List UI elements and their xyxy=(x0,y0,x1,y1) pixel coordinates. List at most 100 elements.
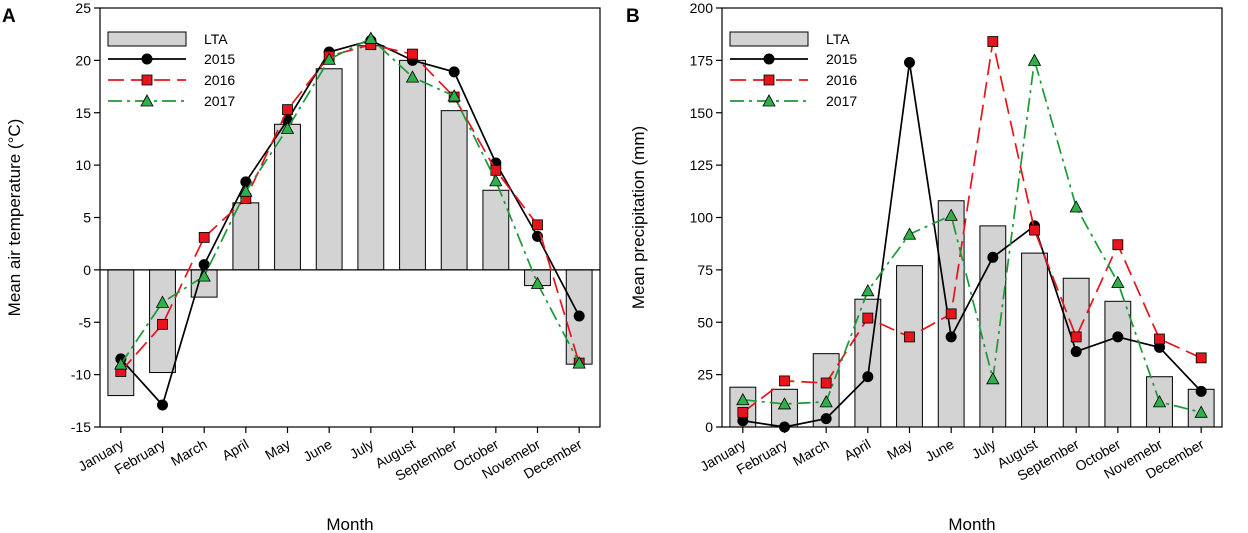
data-point-2017 xyxy=(861,283,875,297)
legend: LTA 2015 2016 2017 xyxy=(729,31,857,109)
data-point-2016 xyxy=(904,331,915,343)
data-point-2017 xyxy=(447,89,461,102)
data-point-2015 xyxy=(157,399,168,411)
y-tick-label: 5 xyxy=(83,210,91,226)
series-line-2017 xyxy=(742,60,1202,414)
x-axis-title: Month xyxy=(948,515,995,533)
x-tick-label: April xyxy=(219,436,251,464)
legend-marker-2017 xyxy=(762,94,776,107)
data-point-2016 xyxy=(1195,352,1207,364)
x-tick-label: April xyxy=(841,436,873,464)
data-point-2016 xyxy=(737,406,749,418)
data-point-2016 xyxy=(532,219,543,231)
data-point-2017 xyxy=(322,52,336,65)
series-line-2016 xyxy=(742,41,1202,414)
lta-bar xyxy=(440,110,468,271)
data-point-2017 xyxy=(489,174,503,187)
data-point-2016 xyxy=(407,48,418,60)
data-point-2017 xyxy=(944,208,958,221)
legend-marker-2016 xyxy=(141,74,153,86)
data-point-2017 xyxy=(364,31,378,44)
legend-marker-2017 xyxy=(140,94,154,107)
series-line-2015 xyxy=(742,62,1202,428)
y-tick-label: 125 xyxy=(690,157,714,173)
data-point-2017 xyxy=(197,269,211,282)
x-axis-title: Month xyxy=(326,515,373,533)
y-tick-label: 100 xyxy=(690,210,714,226)
data-point-2017 xyxy=(986,371,1000,385)
lta-bar xyxy=(232,202,260,271)
y-tick-label: 175 xyxy=(690,52,714,68)
data-point-2017 xyxy=(530,276,545,289)
data-point-2017 xyxy=(239,184,253,197)
lta-bar xyxy=(274,123,301,271)
y-axis-title: Mean air temperature (°C) xyxy=(5,119,24,317)
data-point-2017 xyxy=(777,397,792,410)
legend-label-lta: LTA xyxy=(204,31,228,47)
data-point-2016 xyxy=(157,318,168,330)
data-point-2017 xyxy=(1152,395,1167,408)
series-line-2015 xyxy=(120,39,580,407)
y-tick-label: 25 xyxy=(75,0,91,16)
data-point-2015 xyxy=(945,331,957,343)
data-point-2016 xyxy=(1112,239,1124,251)
series-line-2017 xyxy=(120,37,580,365)
data-point-2016 xyxy=(945,308,957,320)
lta-bar xyxy=(357,45,385,271)
x-tick-label: June xyxy=(300,436,334,465)
y-tick-label: 10 xyxy=(75,157,91,173)
data-point-2016 xyxy=(1070,331,1082,343)
data-point-2016 xyxy=(820,377,832,389)
y-tick-label: -5 xyxy=(79,314,92,330)
data-point-2016 xyxy=(282,104,293,116)
x-tick-label: March xyxy=(790,436,832,469)
data-point-2016 xyxy=(1154,333,1165,345)
y-tick-label: 25 xyxy=(697,367,713,383)
data-point-2015 xyxy=(1112,331,1124,343)
data-point-2016 xyxy=(490,164,502,176)
series-line-2016 xyxy=(120,43,580,373)
data-point-2017 xyxy=(902,227,917,240)
data-point-2017 xyxy=(1111,275,1125,288)
y-tick-label: 20 xyxy=(75,52,91,68)
y-tick-label: 200 xyxy=(690,0,714,16)
data-point-2016 xyxy=(862,312,874,324)
lta-bar xyxy=(1021,252,1048,428)
legend-label-2016: 2016 xyxy=(204,72,235,88)
data-point-2016 xyxy=(779,375,790,387)
data-point-2017 xyxy=(155,295,170,308)
data-point-2017 xyxy=(1069,200,1083,213)
data-point-2015 xyxy=(198,259,210,271)
data-point-2015 xyxy=(779,421,790,433)
data-point-2017 xyxy=(405,70,420,83)
legend-label-2015: 2015 xyxy=(204,51,235,67)
legend-label-2017: 2017 xyxy=(826,93,857,109)
legend-label-lta: LTA xyxy=(826,31,850,47)
legend-label-2017: 2017 xyxy=(204,93,235,109)
legend-swatch-lta xyxy=(729,31,809,47)
legend-marker-2016 xyxy=(763,74,775,86)
lta-bar xyxy=(896,265,923,428)
data-point-2015 xyxy=(448,66,460,78)
y-tick-label: 15 xyxy=(75,105,91,121)
legend-marker-2015 xyxy=(141,53,153,65)
legend: LTA 2015 2016 2017 xyxy=(107,31,235,109)
legend-swatch-lta xyxy=(107,31,187,47)
lta-bar xyxy=(854,298,882,428)
panel-letter: A xyxy=(2,6,16,27)
data-point-2017 xyxy=(572,356,586,369)
data-point-2015 xyxy=(820,413,832,425)
legend-label-2016: 2016 xyxy=(826,72,857,88)
data-point-2016 xyxy=(198,232,210,243)
data-point-2015 xyxy=(573,310,585,322)
legend-marker-2015 xyxy=(763,53,775,65)
legend-label-2015: 2015 xyxy=(826,51,857,67)
data-point-2017 xyxy=(819,395,833,408)
x-tick-label: May xyxy=(884,436,915,463)
y-tick-label: -10 xyxy=(71,367,91,383)
x-tick-label: March xyxy=(168,436,210,469)
data-point-2016 xyxy=(1029,224,1040,236)
y-axis-title: Mean precipitation (mm) xyxy=(629,126,648,309)
